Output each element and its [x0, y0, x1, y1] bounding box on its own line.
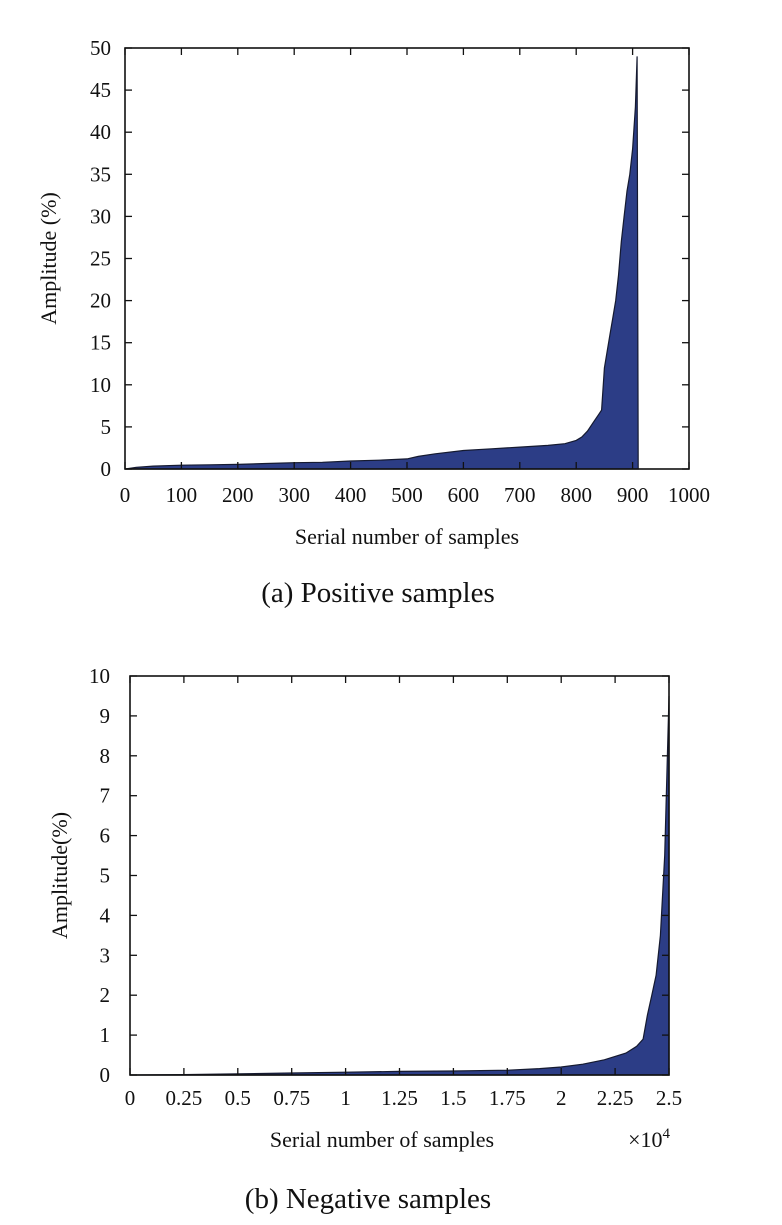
x-tick-label: 1.5	[440, 1086, 466, 1110]
chart-caption: (b) Negative samples	[245, 1183, 491, 1215]
x-tick-label: 400	[335, 483, 367, 507]
x-tick-label: 2	[556, 1086, 567, 1110]
y-axis-label: Amplitude (%)	[36, 192, 61, 325]
chart-panel-positive-samples: 0 100 200 300 400 500 600 700 800 900 1000 0 5 10 15 20…	[36, 36, 710, 609]
x-multiplier-exponent: 4	[663, 1126, 671, 1142]
y-tick-label: 35	[90, 162, 111, 186]
x-tick-label: 2.5	[656, 1086, 682, 1110]
y-tick-label: 8	[100, 744, 111, 768]
y-tick-label: 40	[90, 120, 111, 144]
x-tick-label: 200	[222, 483, 254, 507]
y-tick-label: 25	[90, 247, 111, 271]
x-tick-label: 0.75	[273, 1086, 310, 1110]
plot-frame	[129, 675, 670, 1076]
x-tick-label: 700	[504, 483, 536, 507]
y-tick-label: 0	[100, 1063, 111, 1087]
y-tick-label: 45	[90, 78, 111, 102]
x-tick-label: 500	[391, 483, 423, 507]
x-tick-label: 1.75	[489, 1086, 526, 1110]
y-tick-label: 0	[101, 457, 112, 481]
y-tick-label: 9	[100, 704, 111, 728]
x-tick-label: 2.25	[597, 1086, 634, 1110]
y-tick-label: 5	[100, 864, 111, 888]
chart-caption: (a) Positive samples	[261, 577, 495, 609]
x-tick-label: 0	[120, 483, 131, 507]
x-tick-label: 0.5	[225, 1086, 251, 1110]
y-tick-label: 6	[100, 824, 111, 848]
chart-panel-negative-samples: 0 0.25 0.5 0.75 1 1.25 1.5 1.75 2 2.25 2.5 0 1 2 3 4 5 6 7…	[47, 664, 682, 1215]
y-tick-label: 1	[100, 1023, 111, 1047]
x-tick-label: 100	[166, 483, 198, 507]
y-tick-label: 3	[100, 943, 111, 967]
x-tick-label: 800	[560, 483, 592, 507]
y-tick-label: 10	[89, 664, 110, 688]
x-tick-label: 300	[278, 483, 310, 507]
x-tick-label: 1	[340, 1086, 351, 1110]
x-tick-label: 1.25	[381, 1086, 418, 1110]
x-tick-label: 0	[125, 1086, 136, 1110]
y-tick-label: 7	[100, 784, 111, 808]
y-tick-label: 50	[90, 36, 111, 60]
y-tick-label: 2	[100, 983, 111, 1007]
x-multiplier-base: ×10	[628, 1127, 662, 1152]
y-tick-label: 20	[90, 289, 111, 313]
x-tick-label: 600	[448, 483, 480, 507]
y-tick-label: 30	[90, 204, 111, 228]
x-tick-label: 0.25	[166, 1086, 203, 1110]
y-tick-label: 4	[100, 903, 111, 927]
x-axis-label: Serial number of samples	[270, 1127, 494, 1152]
series-area	[129, 695, 670, 1076]
y-tick-label: 15	[90, 331, 111, 355]
x-tick-label: 1000	[668, 483, 710, 507]
y-tick-label: 5	[101, 415, 112, 439]
y-axis-label: Amplitude(%)	[47, 812, 72, 939]
series-area	[124, 56, 639, 470]
y-tick-label: 10	[90, 373, 111, 397]
x-multiplier-label: ×104	[628, 1126, 670, 1152]
x-axis-label: Serial number of samples	[295, 524, 519, 549]
x-tick-label: 900	[617, 483, 649, 507]
